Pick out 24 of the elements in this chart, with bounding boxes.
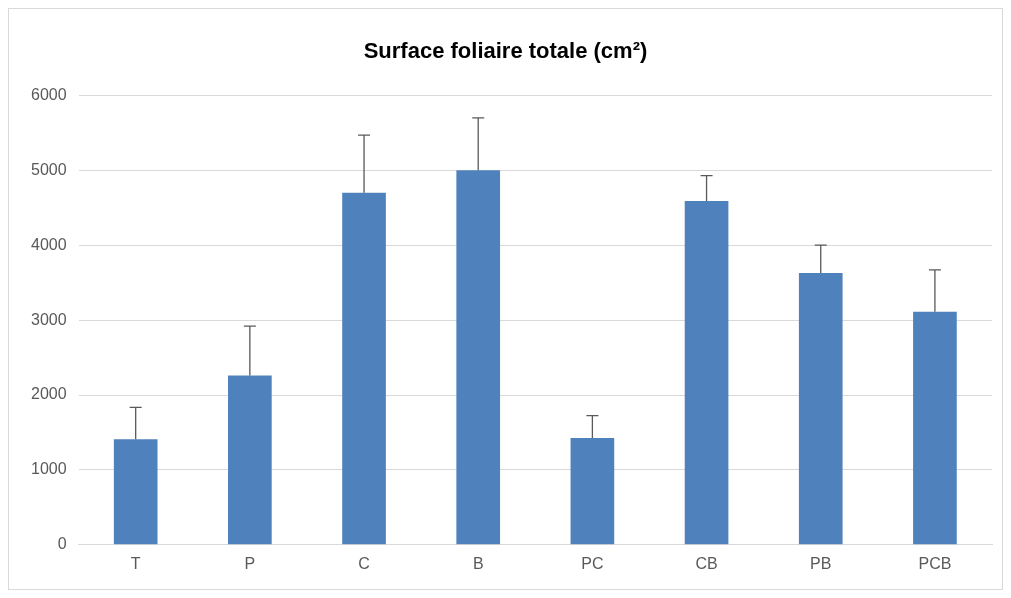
x-tick-label: PC	[581, 554, 604, 572]
bar	[342, 192, 386, 545]
y-tick-label: 4000	[31, 235, 67, 253]
bar	[228, 375, 272, 545]
bar	[913, 311, 957, 545]
bar	[456, 170, 501, 545]
x-tick-label: P	[244, 554, 256, 572]
y-tick-label: 1000	[31, 460, 67, 478]
y-tick-label: 2000	[31, 385, 67, 403]
x-tick-label: CB	[695, 554, 718, 572]
y-tick-label: 6000	[31, 85, 67, 103]
bar	[684, 201, 729, 545]
y-tick-label: 3000	[31, 310, 67, 328]
x-tick-label: T	[130, 554, 141, 572]
y-tick-label: 5000	[31, 160, 67, 178]
y-tick-label: 0	[57, 535, 67, 553]
x-tick-label: C	[358, 554, 370, 572]
bar	[113, 439, 158, 545]
bar	[570, 438, 615, 545]
x-tick-label: PB	[810, 554, 832, 572]
bar	[798, 272, 843, 545]
chart-title: Surface foliaire totale (cm²)	[363, 38, 648, 64]
x-tick-label: B	[472, 554, 484, 572]
x-tick-label: PCB	[918, 554, 952, 572]
